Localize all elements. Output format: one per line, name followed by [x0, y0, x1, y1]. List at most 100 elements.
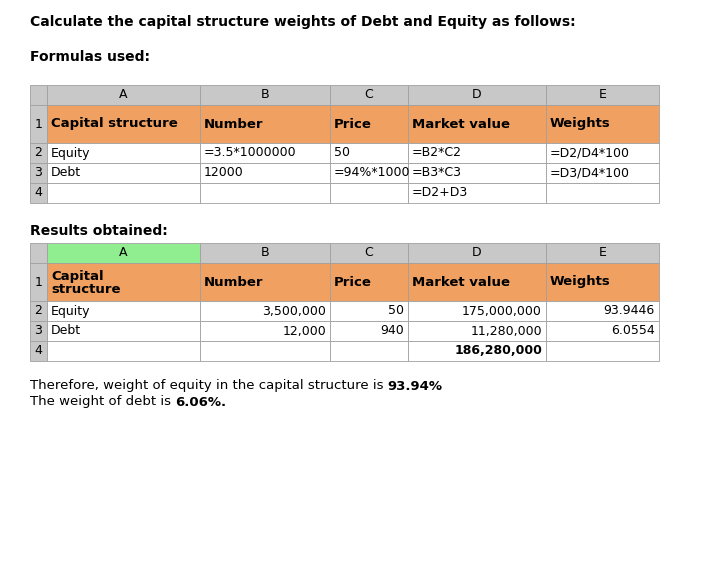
Bar [408, 341, 546, 361]
Text: =B3*C3: =B3*C3 [412, 167, 462, 179]
Bar [47, 321, 200, 341]
Bar [330, 321, 408, 341]
Bar [408, 143, 546, 163]
Text: 1: 1 [35, 117, 42, 131]
Text: Equity: Equity [51, 304, 91, 317]
Bar [200, 143, 330, 163]
Bar [546, 301, 659, 321]
Bar [330, 341, 408, 361]
Text: 3,500,000: 3,500,000 [262, 304, 326, 317]
Text: 186,280,000: 186,280,000 [454, 344, 542, 358]
Text: 175,000,000: 175,000,000 [462, 304, 542, 317]
Text: Debt: Debt [51, 324, 81, 337]
Text: 4: 4 [35, 186, 42, 199]
Bar [47, 263, 200, 301]
Text: Therefore, weight of equity in the capital structure is: Therefore, weight of equity in the capit… [30, 379, 388, 393]
Text: Results obtained:: Results obtained: [30, 224, 168, 238]
Text: =D3/D4*100: =D3/D4*100 [550, 167, 630, 179]
Bar [30, 341, 47, 361]
Bar [200, 301, 330, 321]
Text: C: C [365, 246, 373, 260]
Text: Number: Number [204, 276, 263, 288]
Text: 6.06%.: 6.06%. [176, 395, 227, 409]
Bar [47, 301, 200, 321]
Text: 11,280,000: 11,280,000 [470, 324, 542, 337]
Bar [330, 183, 408, 203]
Bar [47, 341, 200, 361]
Bar [47, 163, 200, 183]
Text: Debt: Debt [51, 167, 81, 179]
Bar [408, 163, 546, 183]
Bar [200, 321, 330, 341]
Bar [408, 243, 546, 263]
Text: 12,000: 12,000 [282, 324, 326, 337]
Bar [200, 105, 330, 143]
Text: Capital structure: Capital structure [51, 117, 178, 131]
Bar [30, 301, 47, 321]
Bar [330, 143, 408, 163]
Text: A: A [119, 88, 127, 101]
Text: 940: 940 [380, 324, 404, 337]
Text: 12000: 12000 [204, 167, 244, 179]
Text: =D2/D4*100: =D2/D4*100 [550, 147, 630, 159]
Bar [546, 321, 659, 341]
Text: Number: Number [204, 117, 263, 131]
Text: Weights: Weights [550, 117, 611, 131]
Text: Equity: Equity [51, 147, 91, 159]
Bar [47, 143, 200, 163]
Bar [546, 263, 659, 301]
Bar [546, 85, 659, 105]
Text: =B2*C2: =B2*C2 [412, 147, 462, 159]
Bar [546, 243, 659, 263]
Bar [30, 143, 47, 163]
Bar [47, 85, 200, 105]
Text: E: E [598, 246, 607, 260]
Bar [408, 321, 546, 341]
Bar [408, 301, 546, 321]
Bar [330, 243, 408, 263]
Bar [30, 183, 47, 203]
Bar [546, 341, 659, 361]
Bar [408, 85, 546, 105]
Text: =D2+D3: =D2+D3 [412, 186, 468, 199]
Text: B: B [261, 246, 269, 260]
Text: The weight of debt is: The weight of debt is [30, 395, 176, 409]
Text: 50: 50 [334, 147, 350, 159]
Bar [30, 105, 47, 143]
Text: 2: 2 [35, 147, 42, 159]
Text: 2: 2 [35, 304, 42, 317]
Text: 50: 50 [388, 304, 404, 317]
Text: Capital: Capital [51, 270, 103, 283]
Text: D: D [472, 88, 482, 101]
Text: 3: 3 [35, 324, 42, 337]
Text: 3: 3 [35, 167, 42, 179]
Text: Weights: Weights [550, 276, 611, 288]
Bar [47, 183, 200, 203]
Bar [200, 263, 330, 301]
Bar [200, 341, 330, 361]
Text: 4: 4 [35, 344, 42, 358]
Text: Price: Price [334, 117, 372, 131]
Bar [546, 163, 659, 183]
Bar [408, 105, 546, 143]
Text: D: D [472, 246, 482, 260]
Text: 6.0554: 6.0554 [611, 324, 655, 337]
Text: Market value: Market value [412, 117, 510, 131]
Bar [330, 105, 408, 143]
Text: Price: Price [334, 276, 372, 288]
Text: E: E [598, 88, 607, 101]
Text: Market value: Market value [412, 276, 510, 288]
Bar [408, 263, 546, 301]
Text: C: C [365, 88, 373, 101]
Text: 93.94%: 93.94% [388, 379, 442, 393]
Bar [546, 183, 659, 203]
Bar [330, 263, 408, 301]
Bar [408, 183, 546, 203]
Text: structure: structure [51, 283, 120, 296]
Bar [546, 105, 659, 143]
Text: 93.9446: 93.9446 [604, 304, 655, 317]
Bar [330, 85, 408, 105]
Bar [47, 243, 200, 263]
Bar [546, 143, 659, 163]
Bar [47, 105, 200, 143]
